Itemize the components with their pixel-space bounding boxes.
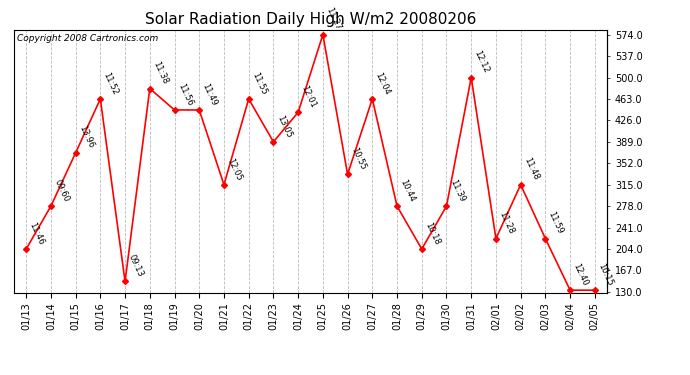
Text: 11:38: 11:38: [151, 60, 170, 86]
Text: 12:05: 12:05: [226, 157, 244, 182]
Title: Solar Radiation Daily High W/m2 20080206: Solar Radiation Daily High W/m2 20080206: [145, 12, 476, 27]
Text: 11:52: 11:52: [101, 71, 120, 96]
Text: Copyright 2008 Cartronics.com: Copyright 2008 Cartronics.com: [17, 34, 158, 43]
Text: 11:28: 11:28: [497, 210, 515, 236]
Text: 11:59: 11:59: [546, 210, 565, 236]
Text: 12:01: 12:01: [299, 84, 317, 110]
Text: 12:12: 12:12: [473, 50, 491, 75]
Text: 13:05: 13:05: [275, 114, 293, 139]
Text: 11:27: 11:27: [324, 6, 342, 32]
Text: 11:48: 11:48: [522, 156, 540, 182]
Text: 09:13: 09:13: [126, 253, 145, 279]
Text: 11:56: 11:56: [176, 82, 194, 107]
Text: 11:49: 11:49: [201, 82, 219, 107]
Text: 10:15: 10:15: [596, 262, 614, 287]
Text: 10:18: 10:18: [423, 221, 442, 246]
Text: 11:46: 11:46: [28, 221, 46, 246]
Text: 10:55: 10:55: [349, 146, 367, 171]
Text: 10:44: 10:44: [398, 178, 417, 203]
Text: 12:04: 12:04: [374, 71, 392, 96]
Text: 12:40: 12:40: [571, 262, 590, 287]
Text: 13:96: 13:96: [77, 124, 95, 150]
Text: 09:60: 09:60: [52, 178, 70, 203]
Text: 11:39: 11:39: [448, 178, 466, 203]
Text: 11:55: 11:55: [250, 71, 268, 96]
